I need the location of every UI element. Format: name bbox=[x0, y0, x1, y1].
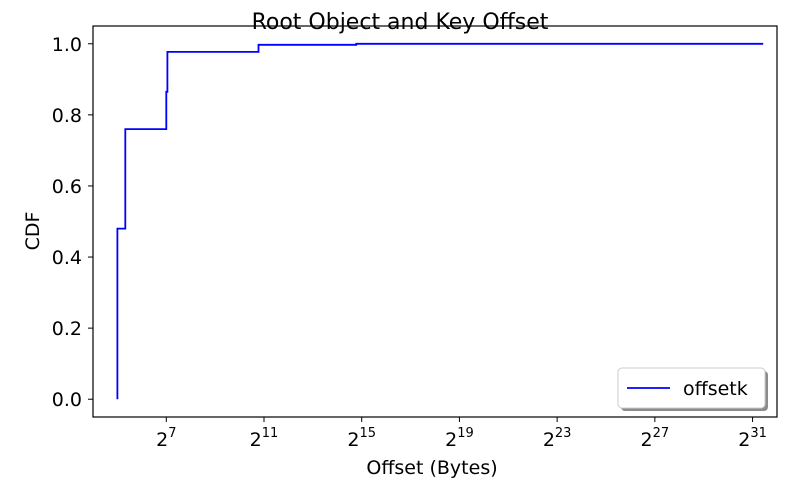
y-tick-label: 0.8 bbox=[52, 105, 82, 127]
series-line-offsetk bbox=[116, 42, 764, 400]
x-tick-label: 211 bbox=[250, 426, 279, 451]
x-tick-label: 223 bbox=[543, 426, 572, 451]
y-tick-label: 0.6 bbox=[52, 176, 82, 198]
x-axis-label: Offset (Bytes) bbox=[366, 457, 497, 479]
y-tick-label: 1.0 bbox=[52, 34, 82, 56]
x-tick-label: 227 bbox=[641, 426, 670, 451]
x-tick-label: 215 bbox=[347, 426, 376, 451]
y-axis-ticks: 0.0 0.2 0.4 0.6 0.8 1.0 bbox=[52, 34, 93, 411]
legend: offsetk bbox=[617, 367, 768, 411]
x-axis-ticks: 27 211 215 219 223 227 231 bbox=[156, 417, 767, 451]
y-tick-label: 0.0 bbox=[52, 389, 82, 411]
x-tick-label: 219 bbox=[445, 426, 474, 451]
y-tick-label: 0.2 bbox=[52, 318, 82, 340]
y-tick-label: 0.4 bbox=[52, 247, 82, 269]
x-tick-label: 27 bbox=[156, 426, 176, 451]
plot-frame bbox=[92, 25, 778, 418]
x-tick-label: 231 bbox=[738, 426, 767, 451]
plot-area bbox=[92, 25, 778, 418]
chart-title: Root Object and Key Offset bbox=[252, 10, 549, 35]
legend-box bbox=[617, 367, 766, 409]
legend-label: offsetk bbox=[683, 378, 748, 400]
y-axis-label: CDF bbox=[22, 212, 44, 251]
